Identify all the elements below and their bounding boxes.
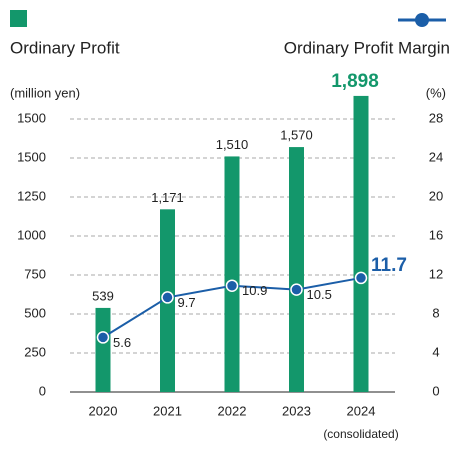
line-marker (161, 291, 174, 304)
legend-marker (415, 13, 429, 27)
line-marker (290, 283, 303, 296)
y2-tick-label: 4 (432, 344, 439, 359)
x-tick-label: 2021 (153, 403, 182, 418)
bar (224, 156, 240, 392)
line-label: 5.6 (113, 335, 131, 350)
bar-label: 1,898 (331, 71, 379, 92)
line-marker (354, 271, 368, 285)
y2-tick-label: 12 (429, 266, 443, 281)
y-axis-label: (million yen) (10, 85, 80, 100)
bar (95, 307, 111, 392)
y2-tick-label: 20 (429, 188, 443, 203)
bar (289, 147, 304, 392)
line-label: 11.7 (371, 255, 407, 276)
y-tick-label: 1500 (17, 110, 46, 125)
y2-tick-label: 0 (432, 383, 439, 398)
y-tick-label: 750 (24, 266, 46, 281)
legend-label: Ordinary Profit (10, 38, 120, 57)
y-tick-label: 1500 (17, 149, 46, 164)
bar-label: 1,570 (280, 128, 313, 143)
line-marker (96, 331, 110, 344)
legend-label: Ordinary Profit Margin (284, 38, 450, 57)
line-label: 10.9 (242, 283, 267, 298)
bar (353, 95, 369, 393)
x-tick-label: 2024 (347, 403, 376, 418)
x-tick-label: 2023 (282, 403, 311, 418)
y2-tick-label: 8 (432, 305, 439, 320)
y-tick-label: 0 (39, 383, 46, 398)
legend-swatch (10, 10, 27, 27)
bar-label: 1,171 (151, 190, 184, 205)
line-label: 9.7 (178, 295, 196, 310)
y2-tick-label: 24 (429, 149, 443, 164)
bar-label: 1,510 (216, 137, 249, 152)
y-tick-label: 1000 (17, 227, 46, 242)
y-tick-label: 250 (24, 344, 46, 359)
bar-label: 539 (92, 288, 114, 303)
y2-tick-label: 28 (429, 110, 443, 125)
annotation: (consolidated) (323, 427, 398, 441)
y-tick-label: 1250 (17, 188, 46, 203)
y-tick-label: 500 (24, 305, 46, 320)
y2-tick-label: 16 (429, 227, 443, 242)
x-tick-label: 2022 (218, 403, 247, 418)
y2-axis-label: (%) (426, 85, 446, 100)
line-marker (225, 279, 239, 292)
x-tick-label: 2020 (89, 403, 118, 418)
line-label: 10.5 (307, 287, 332, 302)
